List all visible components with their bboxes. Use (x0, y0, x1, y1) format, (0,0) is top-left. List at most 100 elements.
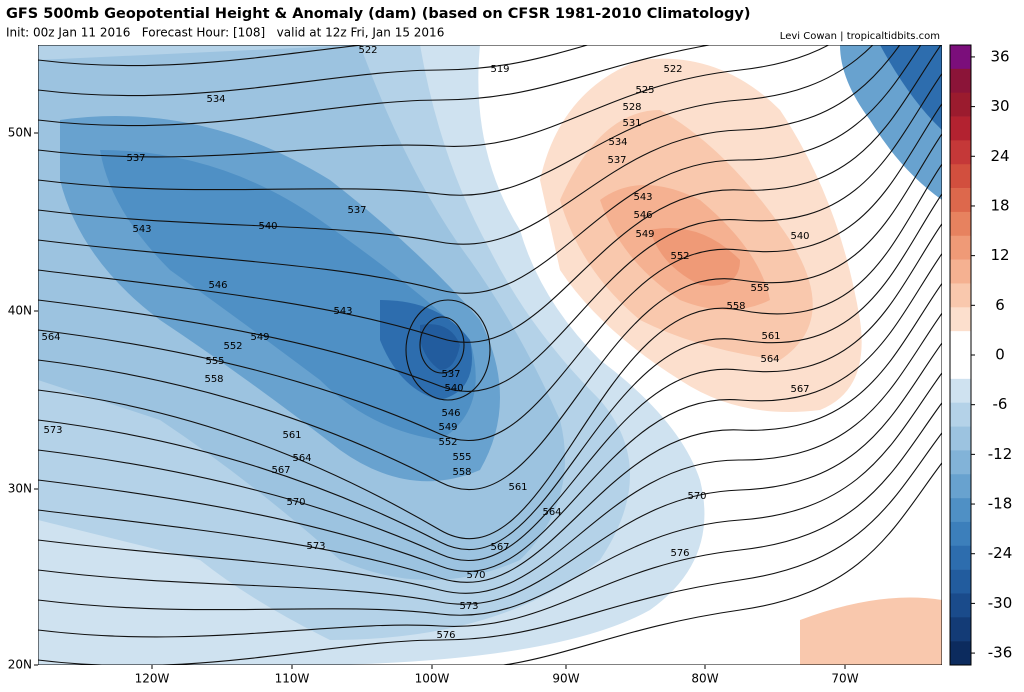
contour-line (419, 316, 465, 374)
contour-line (38, 282, 942, 583)
colorbar-band (950, 116, 971, 141)
contour-label: 552 (670, 251, 689, 262)
contour-label: 540 (444, 383, 463, 394)
contour-line (38, 45, 368, 67)
colorbar-band (950, 569, 971, 594)
contour-line (38, 431, 942, 665)
map-area (38, 45, 942, 665)
contour-line (38, 102, 942, 442)
contour-label: 528 (622, 102, 641, 113)
contour-labels: 522 519 522 525 528 531 534 534 537 537 537 543 546 5… (41, 45, 809, 641)
contour-label: 558 (204, 374, 223, 385)
contour-label: 549 (250, 332, 269, 343)
positive-anomaly (540, 58, 942, 665)
contour-label: 522 (358, 45, 377, 56)
lon-label: 80W (691, 672, 718, 686)
title: GFS 500mb Geopotential Height & Anomaly … (6, 6, 750, 22)
credit: Levi Cowan | tropicaltidbits.com (780, 31, 940, 42)
colorbar-label: 36 (990, 47, 1009, 65)
contour-label: 537 (441, 369, 460, 380)
contour-line (38, 45, 830, 158)
colorbar-label: 12 (990, 246, 1009, 264)
subtitle: Init: 00z Jan 11 2016 Forecast Hour: [10… (6, 26, 444, 40)
contour-label: 561 (282, 430, 301, 441)
colorbar-band (950, 450, 971, 475)
lon-label: 110W (275, 672, 310, 686)
contour-label: 570 (286, 497, 305, 508)
colorbar-band (950, 474, 971, 499)
contour-label: 543 (333, 306, 352, 317)
contour-label: 567 (490, 542, 509, 553)
contour-label: 534 (608, 137, 627, 148)
colorbar-label: 18 (990, 196, 1009, 214)
contour-label: 537 (607, 155, 626, 166)
contour-label: 561 (761, 331, 780, 342)
colorbar-label: -18 (988, 495, 1013, 513)
contour-label: 537 (126, 153, 145, 164)
contour-label: 552 (223, 341, 242, 352)
contour-label: 546 (633, 210, 652, 221)
contour-label: 552 (438, 437, 457, 448)
colorbar-label: -6 (993, 395, 1008, 413)
lat-label: 30N (8, 482, 32, 496)
lon-label: 70W (831, 672, 858, 686)
colorbar-band (950, 641, 971, 666)
contour-label: 543 (132, 224, 151, 235)
contour-label: 537 (347, 205, 366, 216)
contour-label: 558 (452, 467, 471, 478)
colorbar-label: 6 (995, 296, 1005, 314)
colorbar-band (950, 498, 971, 523)
colorbar-label: 24 (990, 147, 1009, 165)
colorbar-band (950, 259, 971, 284)
colorbar-band (950, 92, 971, 117)
colorbar-label: -12 (988, 445, 1013, 463)
colorbar-band (950, 355, 971, 380)
contour-label: 564 (542, 507, 561, 518)
contour-label: 555 (452, 452, 471, 463)
contour-line (38, 72, 942, 392)
colorbar-band (950, 235, 971, 260)
colorbar-band (950, 402, 971, 427)
colorbar-band (950, 593, 971, 618)
contour-line (38, 312, 942, 594)
contour-line (38, 45, 922, 294)
contour-label: 549 (635, 229, 654, 240)
contour-label: 534 (206, 94, 225, 105)
contour-label: 561 (508, 482, 527, 493)
colorbar-band (950, 68, 971, 93)
contour-label: 549 (438, 422, 457, 433)
colorbar-band (950, 164, 971, 189)
contour-label: 522 (663, 64, 682, 75)
contour-line (38, 401, 942, 638)
colorbar-label: 0 (995, 346, 1005, 364)
colorbar-band (950, 211, 971, 237)
lat-label: 50N (8, 126, 32, 140)
contour-line (38, 45, 590, 97)
contour-line (38, 45, 942, 343)
contour-line (38, 45, 901, 245)
contour-label: 546 (208, 280, 227, 291)
contour-label: 540 (790, 231, 809, 242)
colorbar-band (950, 45, 971, 70)
contour-label: 555 (205, 356, 224, 367)
lon-label: 120W (135, 672, 170, 686)
colorbar-label: -30 (988, 594, 1013, 612)
contour-label: 525 (635, 85, 654, 96)
contour-line (38, 163, 942, 540)
contour-line (38, 45, 874, 196)
colorbar-label: 30 (990, 97, 1009, 115)
contour-line (38, 45, 713, 127)
contour-label: 564 (41, 332, 60, 343)
contour-label: 531 (622, 118, 641, 129)
colorbar-band (950, 283, 971, 308)
contour-label: 558 (726, 301, 745, 312)
colorbar-band (950, 307, 971, 332)
colorbar-label: -24 (988, 544, 1013, 562)
contour-label: 543 (633, 192, 652, 203)
contour-line (38, 342, 942, 605)
contour-label: 540 (258, 221, 277, 232)
colorbar-band (950, 378, 971, 403)
contour-label: 570 (687, 491, 706, 502)
contour-line (38, 372, 942, 616)
